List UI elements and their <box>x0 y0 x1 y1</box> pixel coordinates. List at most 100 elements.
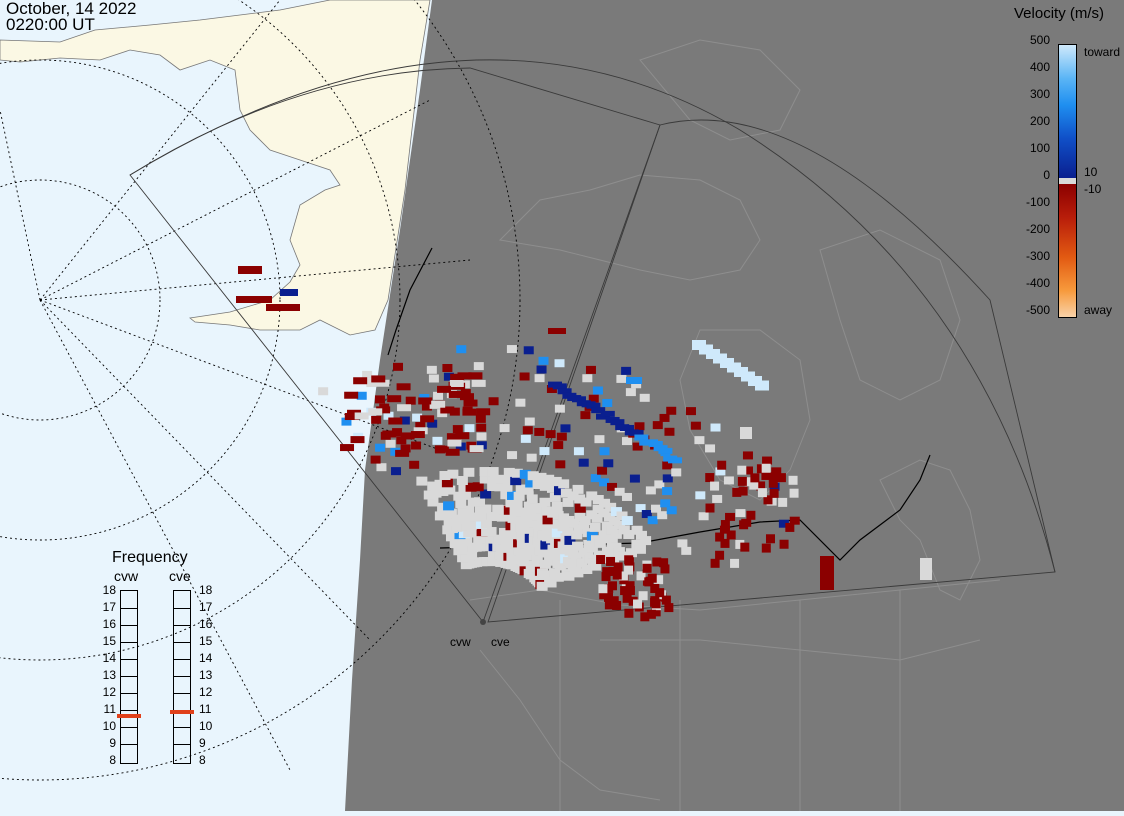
scatter-cell <box>590 474 601 483</box>
scatter-cell <box>340 444 355 452</box>
scatter-cell <box>739 520 749 530</box>
scatter-cell <box>599 478 610 487</box>
scatter-cell <box>487 467 499 477</box>
scatter-cell <box>586 402 601 409</box>
freq-label-left: 17 <box>102 600 116 614</box>
scatter-cell <box>609 596 619 606</box>
freq-tick <box>121 642 137 643</box>
scatter-cell <box>462 408 477 416</box>
scatter-cell <box>618 571 628 581</box>
scatter-cell <box>415 422 426 431</box>
scatter-cell <box>553 486 565 496</box>
scatter-cell <box>520 434 531 443</box>
scatter-cell <box>516 539 528 549</box>
scatter-cell <box>631 380 642 389</box>
scatter-cell <box>492 504 504 514</box>
legend-inner-pos: 10 <box>1084 165 1098 179</box>
scatter-cell <box>347 409 362 417</box>
scatter-cell <box>427 419 438 428</box>
frequency-title: Frequency <box>112 549 188 566</box>
scatter-cell <box>421 402 432 411</box>
freq-radar-cvw: cvw <box>114 568 139 584</box>
scatter-cell <box>480 519 492 529</box>
scatter-cell <box>771 467 782 476</box>
scatter-cell <box>762 456 773 465</box>
scatter-cell <box>599 590 609 600</box>
scatter-cell <box>440 406 455 414</box>
scatter-cell <box>418 397 433 405</box>
freq-box-cvw <box>120 590 138 764</box>
freq-tick <box>121 727 137 728</box>
scatter-cell <box>657 511 668 520</box>
scatter-cell <box>720 538 730 548</box>
scatter-cell <box>236 296 272 303</box>
scatter-cell <box>614 487 625 496</box>
scatter-cell <box>557 388 572 395</box>
scatter-cell <box>737 465 747 475</box>
scatter-cell <box>591 407 606 414</box>
scatter-cell <box>648 440 663 447</box>
scatter-cell <box>574 494 586 504</box>
scatter-cell <box>654 480 665 489</box>
scatter-cell <box>525 478 537 488</box>
scatter-cell <box>735 509 746 518</box>
scatter-cell <box>599 447 610 456</box>
scatter-cell <box>457 372 472 380</box>
scatter-cell <box>520 508 532 518</box>
scatter-cell <box>742 466 753 475</box>
scatter-cell <box>562 524 574 534</box>
scatter-cell <box>737 476 747 486</box>
scatter-cell <box>400 444 411 453</box>
scatter-cell <box>725 512 736 521</box>
scatter-cell <box>602 399 613 408</box>
scatter-cell <box>397 404 412 412</box>
scatter-cell <box>505 498 517 508</box>
scatter-cell <box>502 475 514 485</box>
legend-tick: 100 <box>1029 141 1050 155</box>
scatter-cell <box>554 561 566 571</box>
freq-label-left: 16 <box>102 617 116 631</box>
scatter-cell <box>463 505 475 515</box>
scatter-cell <box>396 383 411 391</box>
scatter-cell <box>580 411 591 420</box>
scatter-cell <box>647 516 658 525</box>
scatter-cell <box>511 468 523 478</box>
scatter-cell <box>539 481 551 491</box>
scatter-cell <box>606 556 616 566</box>
scatter-cell <box>542 523 554 533</box>
scatter-cell <box>768 478 778 488</box>
freq-label-right: 10 <box>199 719 213 733</box>
scatter-cell <box>547 508 559 518</box>
scatter-cell <box>370 455 381 464</box>
scatter-cell <box>443 372 454 381</box>
scatter-cell <box>572 568 584 578</box>
scatter-cell <box>601 572 611 582</box>
scatter-cell <box>551 501 563 511</box>
scatter-cell <box>536 581 548 591</box>
scatter-cell <box>712 494 723 503</box>
scatter-cell <box>715 467 726 476</box>
scatter-cell <box>740 542 750 552</box>
scatter-cell <box>522 485 534 495</box>
scatter-cell <box>526 453 537 462</box>
scatter-cell <box>666 506 677 515</box>
scatter-cell <box>621 492 632 501</box>
scatter-cell <box>432 436 443 445</box>
scatter-cell <box>610 419 625 426</box>
freq-tick <box>174 642 190 643</box>
freq-tick <box>174 744 190 745</box>
scatter-cell <box>631 539 643 549</box>
scatter-cell <box>634 434 649 441</box>
scatter-cell <box>453 491 465 501</box>
scatter-cell <box>501 482 513 492</box>
scatter-cell <box>534 374 545 383</box>
scatter-cell <box>629 474 640 483</box>
scatter-cell <box>541 506 553 516</box>
scatter-cell <box>463 399 478 407</box>
scatter-cell <box>659 413 670 422</box>
scatter-cell <box>475 414 486 423</box>
scatter-cell <box>591 513 603 523</box>
scatter-cell <box>717 460 727 470</box>
scatter-cell <box>474 497 486 507</box>
scatter-cell <box>613 562 623 572</box>
